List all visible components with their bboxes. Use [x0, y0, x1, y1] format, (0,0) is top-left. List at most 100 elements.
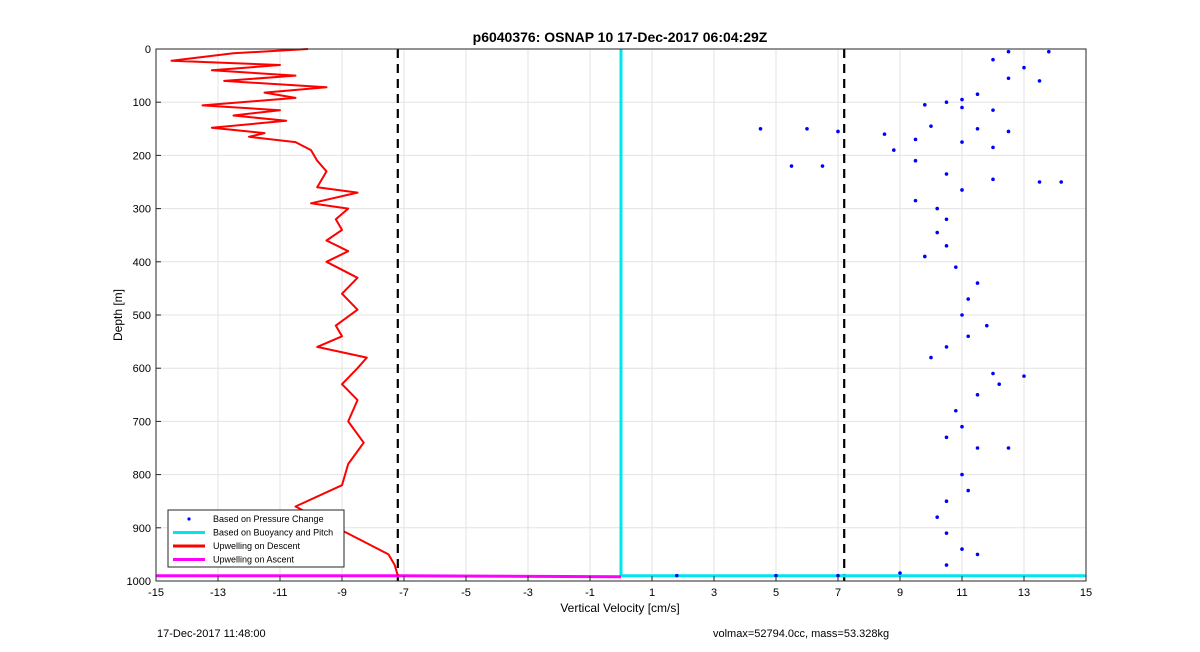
series-layer: [156, 48, 1086, 581]
legend-label: Upwelling on Descent: [213, 541, 301, 551]
data-point: [805, 127, 809, 131]
data-point: [975, 393, 980, 397]
data-point: [1037, 79, 1042, 83]
data-point: [913, 137, 918, 142]
data-point: [991, 177, 995, 182]
x-tick-label: 7: [835, 587, 841, 599]
y-tick-label: 200: [133, 150, 151, 162]
data-point: [935, 230, 939, 235]
x-tick-label: -7: [399, 587, 409, 599]
series-line: [170, 48, 399, 576]
x-axis-label: Vertical Velocity [cm/s]: [560, 601, 679, 615]
data-point: [944, 100, 949, 104]
y-tick-label: 100: [133, 97, 151, 109]
data-point: [1022, 374, 1026, 378]
data-point: [1059, 180, 1063, 184]
y-tick-label: 700: [133, 416, 151, 428]
x-tick-label: -1: [585, 587, 595, 599]
series-line: [156, 574, 622, 579]
y-tick-label: 300: [133, 204, 151, 216]
x-tick-label: 5: [773, 587, 779, 599]
data-point: [1047, 49, 1051, 54]
y-tick-label: 500: [133, 310, 151, 322]
x-tick-label: 11: [956, 587, 967, 599]
data-point: [991, 371, 995, 376]
data-point: [1006, 446, 1011, 450]
legend-label: Upwelling on Ascent: [213, 555, 295, 565]
data-point: [882, 132, 887, 136]
data-point: [929, 124, 933, 128]
y-tick-label: 600: [133, 363, 151, 375]
data-point: [1022, 65, 1026, 70]
data-point: [1006, 76, 1011, 81]
data-point: [923, 254, 927, 259]
data-point: [1006, 129, 1011, 134]
y-tick-label: 400: [133, 257, 151, 269]
data-point: [944, 172, 949, 176]
legend-label: Based on Pressure Change: [213, 514, 324, 524]
data-point: [789, 164, 794, 168]
data-point: [991, 145, 995, 150]
data-point: [836, 573, 840, 578]
data-point: [960, 97, 964, 102]
data-point: [820, 164, 825, 168]
data-point: [975, 92, 980, 97]
data-point: [954, 408, 958, 413]
data-point: [975, 446, 980, 450]
data-point: [960, 472, 964, 477]
data-point: [944, 435, 949, 440]
data-point: [913, 198, 918, 203]
data-point: [944, 563, 949, 567]
x-tick-label: 9: [897, 587, 903, 599]
x-tick-label: -3: [523, 587, 533, 599]
y-tick-label: 900: [133, 523, 151, 535]
data-point: [960, 140, 964, 144]
legend-swatch: [187, 517, 191, 521]
data-point: [944, 531, 949, 535]
footer-stats: volmax=52794.0cc, mass=53.328kg: [713, 628, 890, 640]
data-point: [960, 424, 964, 429]
y-axis-label: Depth [m]: [111, 289, 125, 341]
data-point: [944, 217, 949, 222]
data-point: [898, 571, 902, 575]
data-point: [929, 355, 933, 360]
data-point: [975, 127, 980, 131]
legend-label: Based on Buoyancy and Pitch: [213, 528, 333, 538]
data-point: [944, 499, 949, 504]
x-tick-label: 3: [711, 587, 717, 599]
x-tick-label: 15: [1080, 587, 1092, 599]
data-point: [935, 206, 939, 211]
chart-title: p6040376: OSNAP 10 17-Dec-2017 06:04:29Z: [473, 29, 768, 45]
y-tick-label: 1000: [127, 576, 151, 588]
legend: Based on Pressure Change Based on Buoyanc…: [167, 509, 345, 568]
data-point: [975, 281, 980, 285]
data-point: [892, 148, 896, 152]
data-point: [960, 188, 964, 192]
x-tick-label: -9: [337, 587, 347, 599]
data-point: [960, 547, 964, 551]
data-point: [923, 103, 927, 107]
data-point: [758, 127, 763, 131]
data-point: [1006, 49, 1011, 54]
data-point: [954, 265, 958, 269]
x-tick-label: -11: [272, 587, 287, 599]
data-point: [960, 105, 964, 110]
data-point: [675, 573, 679, 578]
data-point: [985, 323, 989, 328]
x-tick-label: 1: [649, 587, 655, 599]
data-point: [935, 515, 939, 519]
data-point: [997, 382, 1001, 386]
data-point: [1037, 180, 1042, 184]
data-point: [944, 345, 949, 349]
y-tick-label: 800: [133, 470, 151, 482]
data-point: [975, 552, 980, 557]
data-point: [836, 129, 840, 134]
x-tick-label: -15: [148, 587, 164, 599]
data-point: [960, 313, 964, 317]
data-point: [966, 297, 970, 301]
x-tick-label: 13: [1018, 587, 1030, 599]
x-tick-label: -5: [461, 587, 471, 599]
data-point: [913, 158, 918, 163]
x-tick-label: -13: [210, 587, 226, 599]
